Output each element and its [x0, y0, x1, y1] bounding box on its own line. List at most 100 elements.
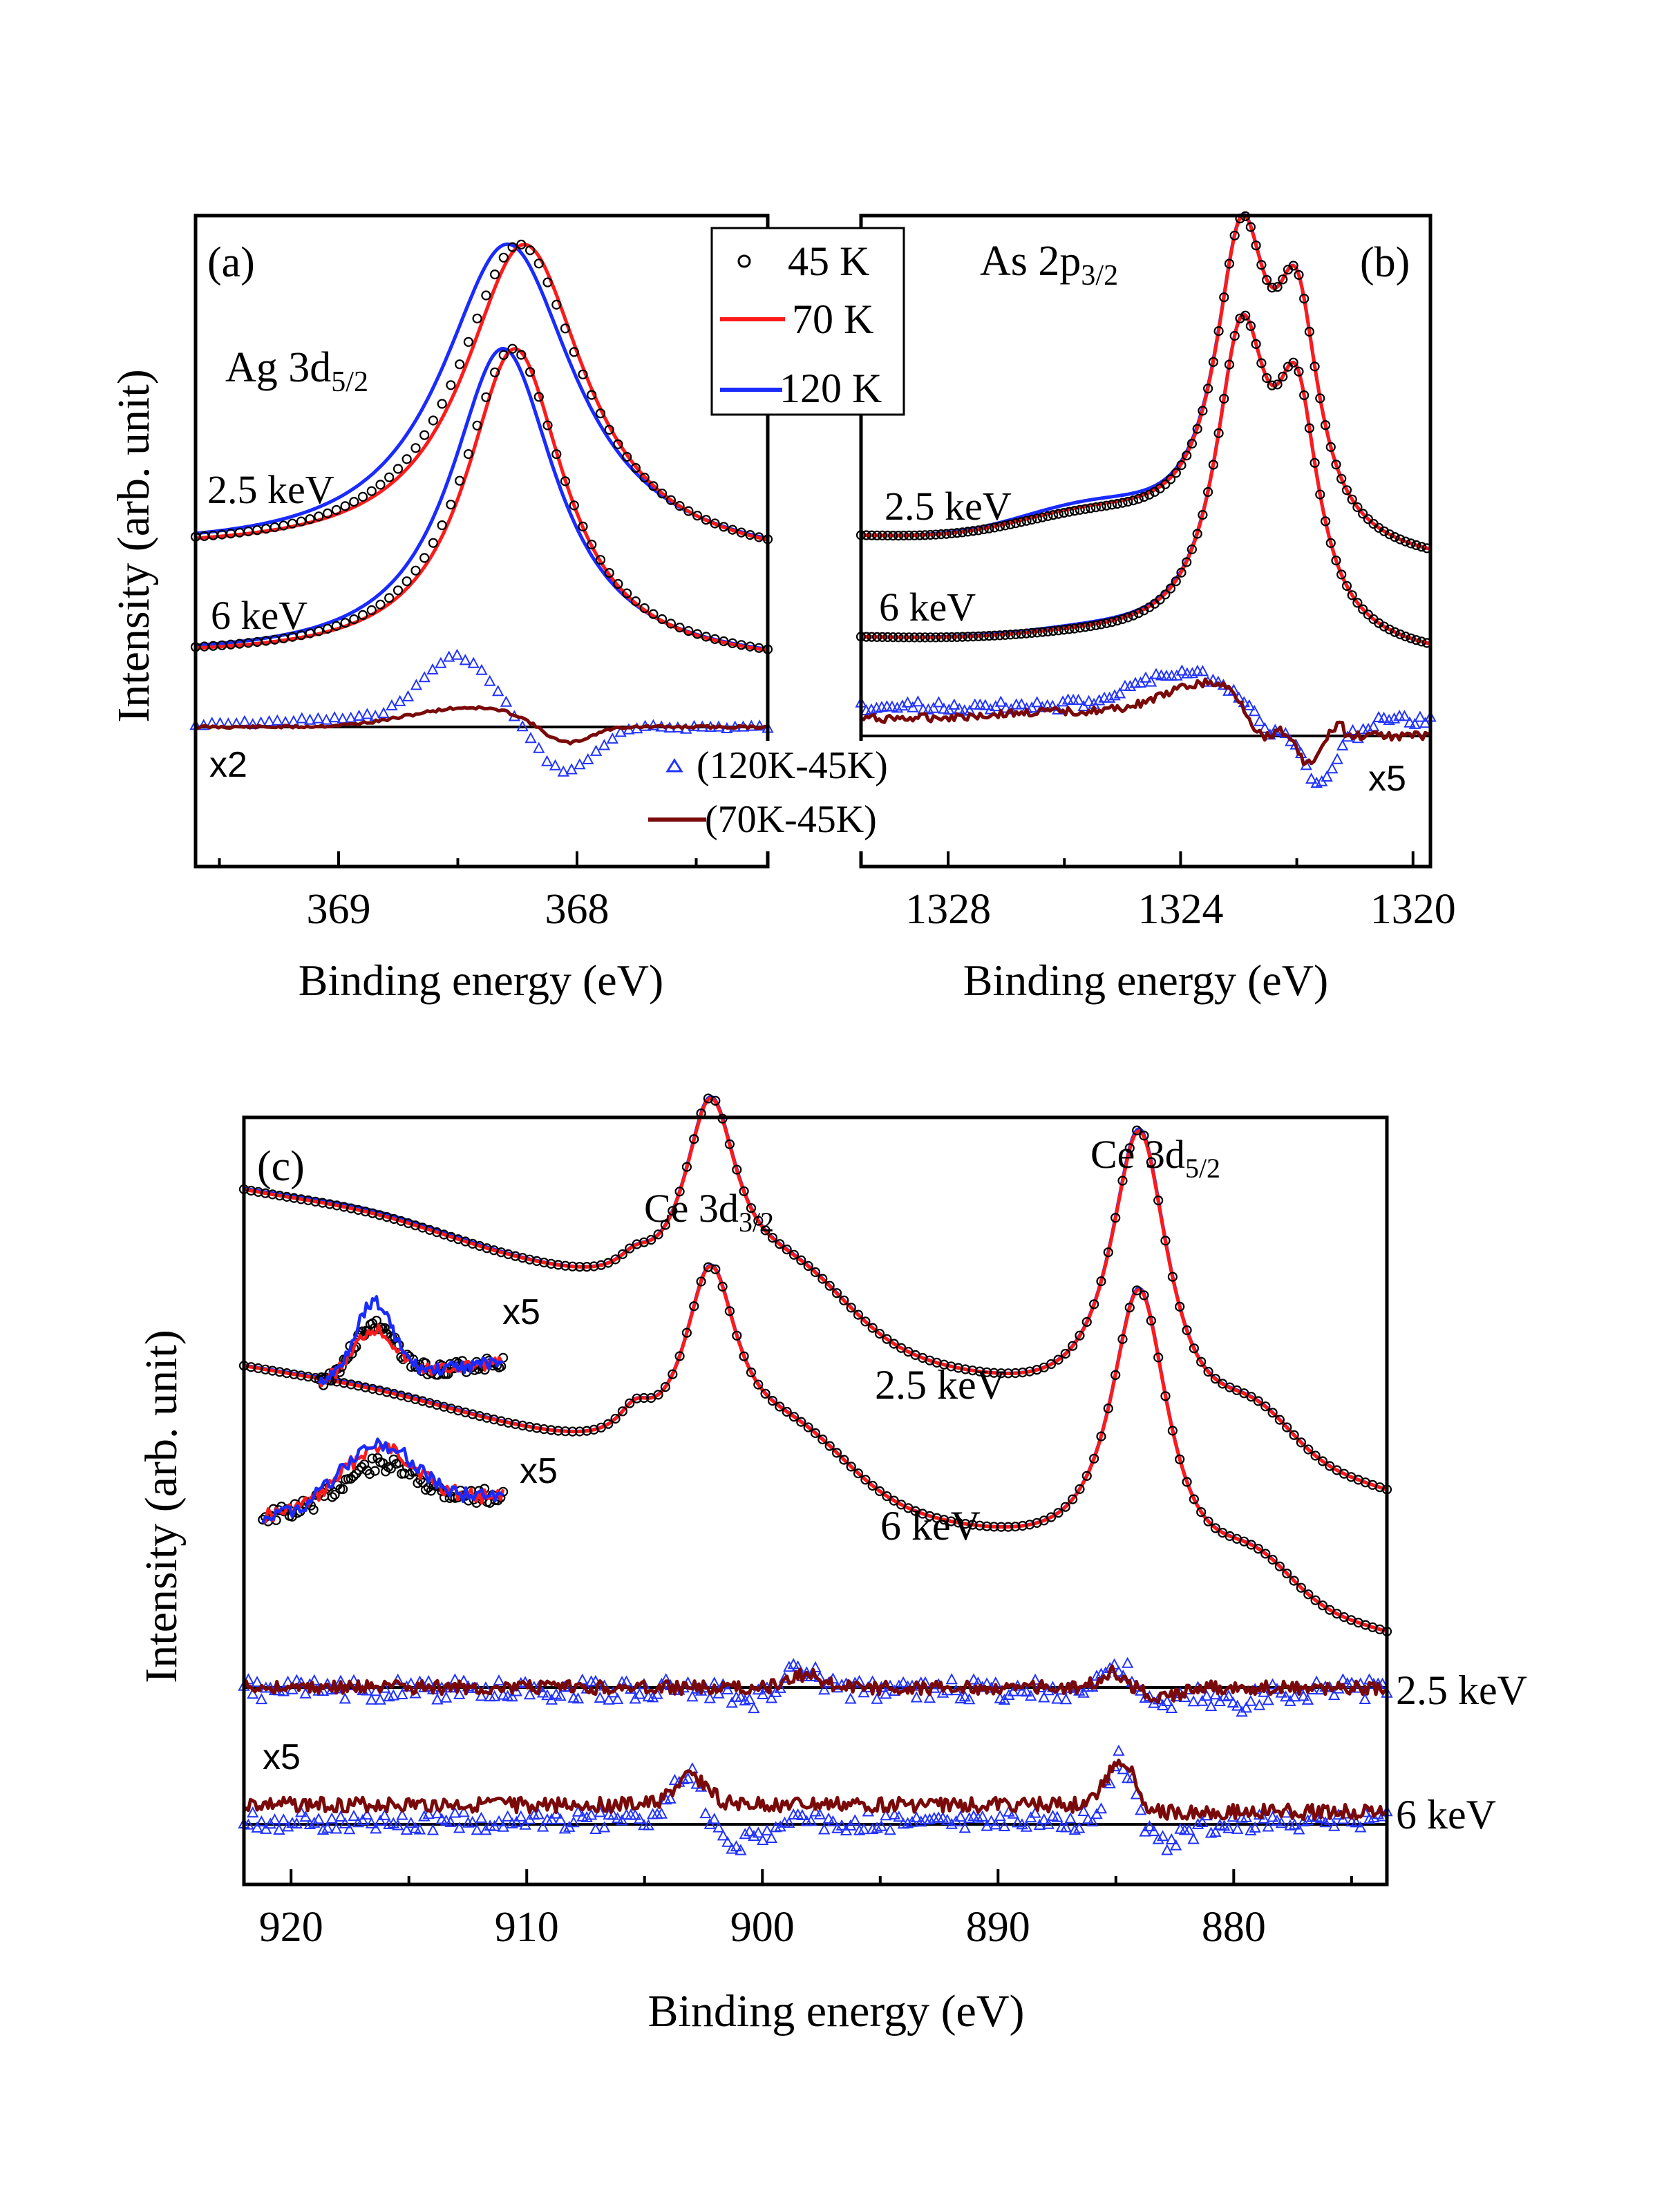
panel-c-45k-2-5kev-point — [1282, 1422, 1292, 1433]
panel-c-45k-2-5kev-point — [1153, 1195, 1164, 1206]
panel-c-45k-6kev-point — [739, 1351, 749, 1361]
panel-b-45k-2-5kev-point — [994, 521, 1005, 532]
panel-b-45k-2-5kev-point — [920, 530, 930, 540]
panel-a-45k-2-5kev-point — [278, 520, 289, 531]
panel-c-45k-6kev-point — [882, 1491, 892, 1502]
panel-c-45k-6kev-point — [782, 1406, 792, 1417]
panel-c-45k-2-5kev-point — [332, 1200, 342, 1211]
panel-c-diff-120k-45k-6kev-point — [589, 1822, 602, 1834]
panel-c-diff-120k-45k-6kev-point — [1051, 1811, 1063, 1822]
panel-b-45k-2-5kev-point — [1400, 536, 1411, 547]
panel-c-45k-2-5kev-point — [567, 1261, 578, 1272]
panel-c-diff-120k-45k-2-5kev-point — [387, 1689, 399, 1701]
panel-b-45k-2-5kev-point — [1417, 542, 1427, 552]
panel-a-45k-2-5kev-point — [305, 514, 315, 524]
panel-b-45k-2-5kev-point — [1048, 510, 1059, 520]
ylabel-top: Intensity (arb. unit) — [108, 369, 159, 722]
panel-c-45k-2-5kev-point — [353, 1204, 363, 1216]
panel-b-xtick-label: 1324 — [1137, 886, 1223, 933]
panel-c-diff-120k-45k-6kev-point — [994, 1810, 1006, 1822]
panel-c-diff-120k-45k-6kev-point — [1249, 1821, 1261, 1833]
panel-a-45k-6kev-point — [569, 500, 579, 511]
panel-c-inset-45k-6kev-point — [404, 1469, 415, 1480]
panel-b-45k-6kev-point — [1224, 359, 1235, 370]
panel-b-45k-2-5kev-point — [904, 530, 914, 541]
panel-c-inset-45k-6kev-point — [364, 1468, 375, 1480]
panel-a-45k-2-5kev-point — [375, 480, 386, 490]
panel-c-diff-120k-45k-2-5kev-point — [757, 1688, 769, 1699]
panel-c-diff-120k-45k-6kev-point — [585, 1808, 598, 1820]
panel-c-45k-6kev-point — [289, 1369, 299, 1379]
panel-c-diff-120k-45k-6kev-point — [1350, 1816, 1363, 1828]
panel-a-45k-6kev-point — [542, 420, 553, 431]
panel-b-45k-6kev-point — [1347, 590, 1357, 601]
panel-c-45k-6kev-point — [639, 1392, 650, 1403]
panel-b-45k-6kev-point — [1171, 576, 1181, 587]
panel-a-45k-2-5kev-point — [463, 337, 474, 347]
panel-c-45k-2-5kev-point — [1182, 1325, 1192, 1336]
panel-c-45k-2-5kev-point — [1075, 1330, 1085, 1341]
panel-b-diff-120k-45k-point — [927, 701, 940, 713]
panel-b-45k-6kev-point — [1384, 624, 1394, 635]
panel-c-45k-6kev-point — [1274, 1561, 1285, 1571]
panel-a-diff-120k-45k-point — [540, 755, 554, 766]
panel-b-45k-6kev-point — [1000, 630, 1010, 640]
panel-b-45k-2-5kev-point — [1352, 502, 1363, 513]
panel-c-45k-2-5kev-point — [524, 1254, 535, 1265]
panel-a-45k-2-5kev-point — [472, 313, 482, 323]
panel-c-45k-6kev-point — [1210, 1523, 1221, 1533]
panel-a-45k-2-5kev-point — [551, 299, 562, 310]
panel-c-diff-120k-45k-2-5kev-point — [1200, 1690, 1213, 1701]
panel-c-diff-120k-45k-2-5kev-point — [348, 1674, 360, 1685]
panel-c-45k-2-5kev-point — [346, 1203, 357, 1213]
panel-c-diff-120k-45k-6kev-point — [941, 1813, 954, 1825]
panel-c-45k-6kev-point — [510, 1419, 520, 1429]
panel-c-diff-label-2-5kev: 2.5 keV — [1396, 1667, 1527, 1713]
panel-a-45k-2-5kev-point — [323, 508, 333, 519]
panel-b-45k-2-5kev-point — [1341, 485, 1352, 495]
panel-c-diff-120k-45k-6kev-point — [558, 1822, 571, 1834]
legend-45k-marker — [737, 254, 751, 268]
panel-a-45k-2-5kev-point — [437, 399, 447, 409]
panel-a-45k-6kev-point — [323, 623, 333, 634]
panel-c-diff-120k-45k-6kev-point — [1156, 1830, 1169, 1842]
panel-c-45k-2-5kev-point — [1046, 1359, 1057, 1370]
panel-b-45k-6kev-point — [963, 632, 973, 642]
panel-c-45k-2-5kev-point — [325, 1199, 335, 1209]
panel-c-diff-120k-45k-2-5kev-point — [554, 1690, 567, 1701]
panel-b-45k-2-5kev-point — [1229, 230, 1240, 240]
panel-c-diff-120k-45k-6kev-point — [268, 1813, 281, 1825]
panel-c-45k-6kev-point — [767, 1395, 778, 1406]
panel-c-diff-120k-45k-6kev-point — [972, 1811, 985, 1823]
panel-c-diff-120k-45k-6kev-point — [312, 1813, 325, 1824]
panel-c-45k-2-5kev-point — [1139, 1131, 1149, 1141]
panel-b-45k-6kev-point — [1288, 357, 1298, 368]
panel-c-45k-2-5kev-point — [782, 1244, 792, 1255]
panel-b-45k-6kev-point — [1304, 423, 1315, 433]
panel-c-diff-120k-45k-2-5kev-point — [633, 1688, 646, 1699]
panel-c-45k-6kev-point — [267, 1365, 278, 1376]
panel-c-45k-2-5kev-point — [974, 1366, 985, 1377]
panel-c-diff-120k-45k-2-5kev-point — [1165, 1701, 1178, 1713]
panel-c-45k-6kev-point — [281, 1368, 292, 1379]
panel-c-45k-6kev-point — [610, 1413, 621, 1424]
panel-b-45k-6kev-point — [941, 632, 952, 643]
panel-b-45k-6kev-point — [1256, 358, 1267, 368]
panel-c-45k-6kev-point — [246, 1362, 256, 1372]
panel-b-45k-6kev-point — [1272, 379, 1283, 390]
panel-c-diff-120k-45k-2-5kev-point — [783, 1661, 795, 1672]
panel-c-45k-6kev-point — [582, 1426, 592, 1436]
legend-120k-label: 120 K — [779, 366, 882, 411]
panel-c-45k-6kev-point — [1153, 1352, 1164, 1363]
panel-a-45k-2-5kev-point — [701, 515, 711, 525]
panel-c-diff-120k-45k-6kev-point — [1152, 1833, 1164, 1844]
panel-c-diff-120k-45k-6kev-point — [1323, 1813, 1336, 1825]
panel-c-45k-6kev-point — [339, 1378, 349, 1388]
panel-b-45k-6kev-point — [925, 632, 936, 643]
panel-c-diff-120k-45k-2-5kev-point — [791, 1660, 804, 1672]
panel-c-45k-2-5kev-point — [617, 1249, 628, 1260]
panel-c-diff-120k-45k-2-5kev-point — [1222, 1689, 1235, 1701]
panel-c-xtick-label: 910 — [495, 1904, 559, 1951]
panel-a-title: Ag 3d5/2 — [225, 344, 368, 398]
panel-a-45k-2-5kev-point — [516, 239, 527, 249]
